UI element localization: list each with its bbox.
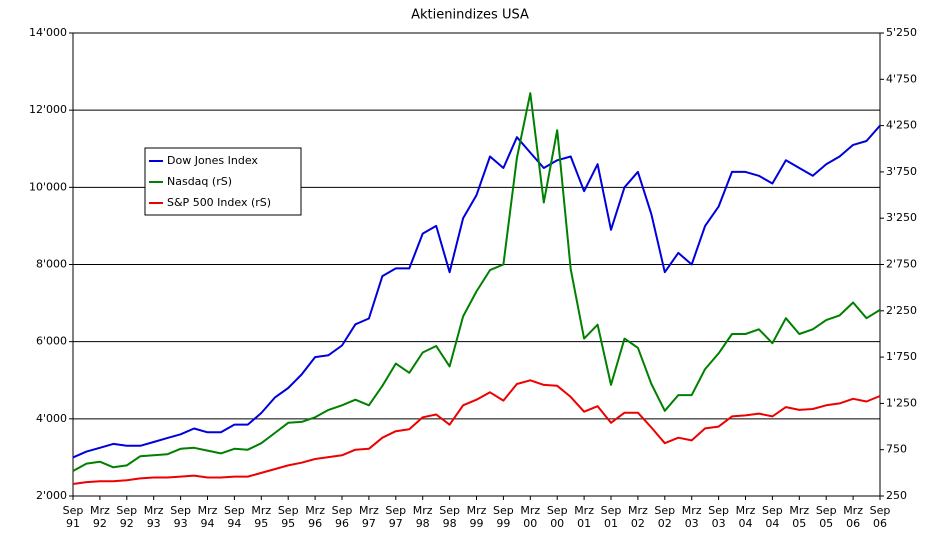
y-tick-label: 12'000: [29, 103, 67, 116]
x-tick-label: Sep 93: [170, 504, 191, 530]
x-tick-label: Mrz 03: [681, 504, 702, 530]
y2-tick-label: 1'750: [886, 350, 917, 363]
y-tick-label: 2'000: [36, 489, 67, 502]
x-tick-label: Mrz 94: [197, 504, 218, 530]
x-tick-label: Sep 96: [331, 504, 353, 530]
chart-title: Aktienindizes USA: [411, 8, 529, 23]
series-line: [72, 124, 881, 459]
y-tick-label: 4'000: [36, 412, 67, 425]
y2-tick-label: 5'250: [886, 26, 917, 39]
x-tick-label: Sep 98: [439, 504, 460, 530]
y2-tick-label: 2'250: [886, 304, 917, 317]
x-tick-label: Mrz 95: [251, 504, 272, 530]
y2-tick-label: 3'750: [886, 165, 917, 178]
legend-label: Dow Jones Index: [167, 154, 258, 167]
y-tick-label: 14'000: [29, 26, 67, 39]
x-tick-label: Mrz 01: [574, 504, 594, 530]
x-tick-label: Mrz 04: [735, 504, 756, 530]
y-tick-label: 10'000: [29, 180, 67, 193]
x-tick-label: Sep 91: [62, 504, 84, 530]
y-tick-label: 8'000: [36, 258, 67, 271]
x-tick-label: Mrz 92: [89, 504, 110, 530]
x-tick-label: Mrz 06: [843, 504, 863, 530]
x-tick-label: Mrz 05: [789, 504, 810, 530]
x-tick-label: Sep 92: [116, 504, 138, 530]
x-tick-label: Mrz 96: [305, 504, 325, 530]
x-tick-label: Sep 01: [600, 504, 622, 530]
x-tick-label: Mrz 02: [627, 504, 648, 530]
x-tick-label: Sep 94: [224, 504, 245, 530]
x-tick-label: Sep 97: [385, 504, 407, 530]
x-tick-label: Sep 02: [654, 504, 676, 530]
series-line: [72, 92, 881, 472]
legend-box: [144, 147, 302, 216]
x-tick-label: Sep 00: [546, 504, 568, 530]
y2-tick-label: 4'250: [886, 119, 917, 132]
y-tick-label: 6'000: [36, 335, 67, 348]
x-tick-label: Sep 05: [815, 504, 837, 530]
x-tick-label: Sep 99: [493, 504, 514, 530]
y2-tick-label: 1'250: [886, 396, 917, 409]
x-tick-label: Mrz 97: [358, 504, 379, 530]
y2-tick-label: 4'750: [886, 72, 917, 85]
y2-tick-label: 3'250: [886, 211, 917, 224]
x-tick-label: Sep 03: [708, 504, 729, 530]
x-tick-label: Mrz 98: [412, 504, 433, 530]
x-tick-label: Mrz 99: [466, 504, 487, 530]
x-tick-label: Sep 06: [869, 504, 891, 530]
x-tick-label: Sep 95: [277, 504, 299, 530]
series-line: [72, 379, 881, 485]
legend-label: Nasdaq (rS): [167, 175, 232, 188]
y2-tick-label: 2'750: [886, 258, 917, 271]
x-tick-label: Sep 04: [762, 504, 783, 530]
y2-tick-label: 750: [886, 443, 907, 456]
y2-tick-label: 250: [886, 489, 907, 502]
legend-label: S&P 500 Index (rS): [167, 196, 271, 209]
x-tick-label: Mrz 00: [520, 504, 541, 530]
x-tick-label: Mrz 93: [143, 504, 164, 530]
